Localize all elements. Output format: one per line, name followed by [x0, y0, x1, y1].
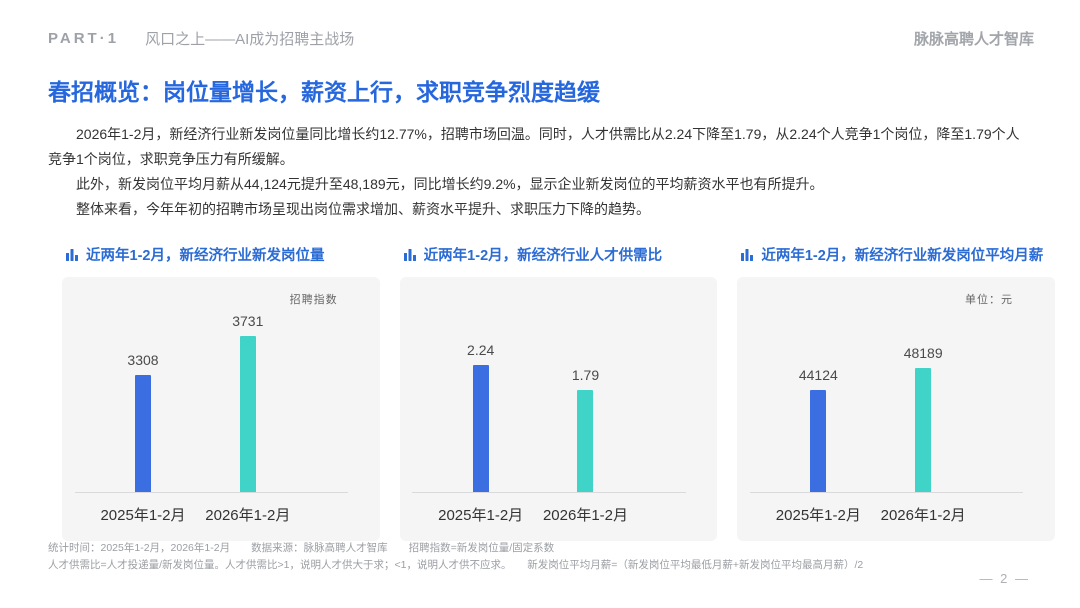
- bar-2025: [810, 390, 827, 493]
- bar-2025: [472, 365, 489, 493]
- chart-title-avg-salary: 近两年1-2月，新经济行业新发岗位平均月薪: [740, 244, 1055, 265]
- category-label-2025: 2025年1-2月: [438, 507, 524, 524]
- page-number: — 2 —: [979, 571, 1030, 586]
- category-label-2025: 2025年1-2月: [775, 507, 861, 524]
- chart-section-job-volume: 近两年1-2月，新经济行业新发岗位量 招聘指数 3308 3731 2025: [62, 244, 380, 541]
- footnotes: 统计时间：2025年1-2月，2026年1-2月 数据来源：脉脉高聘人才智库 招…: [48, 540, 948, 574]
- bar-chart-icon: [66, 248, 78, 261]
- category-label-2025: 2025年1-2月: [100, 507, 186, 524]
- bar-value-label: 48189: [903, 345, 943, 361]
- plot-area: 3308 3731: [91, 313, 301, 493]
- bar-group-2026: 3731: [195, 313, 300, 493]
- x-axis-line: [412, 492, 686, 493]
- header-left: PART·1 风口之上——AI成为招聘主战场: [48, 28, 354, 49]
- bar-chart-icon: [741, 248, 754, 261]
- footnote-line-2: 人才供需比=人才投递量/新发岗位量。人才供需比>1，说明人才供大于求；<1，说明…: [48, 559, 864, 571]
- chart-title-supply-demand: 近两年1-2月，新经济行业人才供需比: [403, 244, 718, 265]
- bar-group-2025: 3308: [91, 352, 196, 493]
- bar-value-label: 3308: [127, 352, 159, 368]
- chart-card-avg-salary: 单位：元 44124 48189 2025年1-2月 2026年1-2月: [737, 277, 1056, 541]
- chart-title-job-volume: 近两年1-2月，新经济行业新发岗位量: [65, 244, 380, 265]
- category-label-2026: 2026年1-2月: [880, 507, 966, 524]
- category-label-2026: 2026年1-2月: [542, 507, 629, 524]
- unit-label: 单位：元: [965, 294, 1014, 306]
- chart-card-supply-demand: 2.24 1.79 2025年1-2月 2026年1-2月: [399, 277, 718, 541]
- category-labels: 2025年1-2月 2026年1-2月: [91, 504, 301, 525]
- brand-label: 脉脉高聘人才智库: [913, 31, 1034, 48]
- bar-2026: [915, 368, 932, 493]
- bar-2026: [239, 336, 256, 493]
- chart-section-supply-demand: 近两年1-2月，新经济行业人才供需比 2.24 1.79 2025年1-2: [399, 244, 718, 541]
- chart-card-job-volume: 招聘指数 3308 3731 2025年1-2月 2026年1-2月: [62, 277, 380, 541]
- page-title: 春招概览：岗位量增长，薪资上行，求职竞争烈度趋缓: [48, 79, 600, 105]
- bar-group-2026: 1.79: [533, 367, 638, 493]
- plot-area: 2.24 1.79: [428, 342, 638, 493]
- bar-value-label: 3731: [232, 313, 264, 329]
- bar-chart-icon: [403, 248, 416, 261]
- chart-title-label: 近两年1-2月，新经济行业人才供需比: [423, 248, 663, 264]
- x-axis-line: [750, 492, 1024, 493]
- bar-2026: [577, 390, 594, 493]
- unit-label: 招聘指数: [289, 294, 338, 306]
- paragraph-1: 2026年1-2月，新经济行业新发岗位量同比增长约12.77%，招聘市场回温。同…: [48, 126, 1020, 167]
- part-label: PART·1: [48, 30, 120, 47]
- chart-title-label: 近两年1-2月，新经济行业新发岗位平均月薪: [761, 248, 1044, 264]
- chart-title-label: 近两年1-2月，新经济行业新发岗位量: [86, 248, 325, 264]
- bar-value-label: 1.79: [571, 367, 600, 383]
- slide-header: PART·1 风口之上——AI成为招聘主战场 脉脉高聘人才智库: [0, 0, 1080, 49]
- chart-section-avg-salary: 近两年1-2月，新经济行业新发岗位平均月薪 单位：元 44124 48189: [737, 244, 1056, 541]
- bar-group-2025: 2.24: [428, 342, 533, 493]
- x-axis-line: [74, 492, 348, 493]
- category-labels: 2025年1-2月 2026年1-2月: [766, 504, 976, 525]
- category-labels: 2025年1-2月 2026年1-2月: [428, 504, 638, 525]
- bar-group-2026: 48189: [871, 345, 976, 493]
- category-label-2026: 2026年1-2月: [205, 507, 291, 524]
- paragraph-2: 此外，新发岗位平均月薪从44,124元提升至48,189元，同比增长约9.2%，…: [76, 176, 824, 192]
- paragraph-3: 整体来看，今年年初的招聘市场呈现出岗位需求增加、薪资水平提升、求职压力下降的趋势…: [76, 201, 650, 217]
- plot-area: 44124 48189: [766, 345, 976, 493]
- bar-value-label: 44124: [798, 367, 838, 383]
- header-section-title: 风口之上——AI成为招聘主战场: [145, 31, 355, 48]
- summary-text: 2026年1-2月，新经济行业新发岗位量同比增长约12.77%，招聘市场回温。同…: [48, 122, 1032, 222]
- charts-row: 近两年1-2月，新经济行业新发岗位量 招聘指数 3308 3731 2025: [62, 244, 1056, 541]
- footnote-line-1: 统计时间：2025年1-2月，2026年1-2月 数据来源：脉脉高聘人才智库 招…: [48, 542, 555, 554]
- bar-group-2025: 44124: [766, 367, 871, 493]
- bar-value-label: 2.24: [467, 342, 495, 358]
- bar-2025: [134, 375, 151, 493]
